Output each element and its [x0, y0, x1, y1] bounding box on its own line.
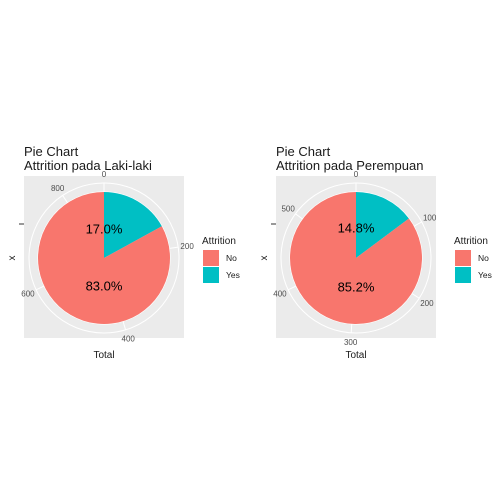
- legend-title: Attrition: [202, 236, 236, 247]
- tick-label: 200: [180, 242, 194, 251]
- legend-title: Attrition: [454, 236, 488, 247]
- tick-label: 200: [420, 299, 434, 308]
- tick-label: 0: [354, 170, 359, 179]
- slice-percent-label: 14.8%: [338, 221, 375, 236]
- legend-label-yes: Yes: [478, 270, 492, 280]
- legend: Attrition No Yes: [202, 236, 240, 283]
- legend-swatch-yes: [455, 267, 471, 283]
- chart-title: Pie Chart: [276, 144, 331, 159]
- chart-perempuan: Pie Chart Attrition pada Perempuan 0 100 2…: [259, 144, 492, 361]
- chart-title: Pie Chart: [24, 144, 79, 159]
- legend-label-no: No: [226, 253, 237, 263]
- chart-subtitle: Attrition pada Perempuan: [276, 158, 423, 173]
- pie-slice-yes: [104, 192, 162, 258]
- chart-subtitle: Attrition pada Laki-laki: [24, 158, 152, 173]
- legend-label-yes: Yes: [226, 270, 240, 280]
- x-axis-title: Total: [93, 350, 114, 361]
- legend-label-no: No: [478, 253, 489, 263]
- legend-swatch-no: [455, 250, 471, 266]
- legend-swatch-no: [203, 250, 219, 266]
- tick-label: 300: [344, 338, 358, 347]
- tick-label: 600: [21, 290, 35, 299]
- tick-label: 100: [423, 214, 437, 223]
- legend-swatch-yes: [203, 267, 219, 283]
- slice-percent-label: 83.0%: [86, 278, 123, 293]
- y-axis-title: x: [7, 256, 18, 261]
- pie-area: 0 100 200 300 400 500 14.8% 85.2%: [273, 170, 437, 347]
- tick-label: 400: [273, 290, 287, 299]
- pie-area: 0 200 400 600 800 17.0% 83.0%: [21, 170, 194, 343]
- tick-label: 400: [122, 334, 136, 343]
- y-axis-title: x: [259, 256, 270, 261]
- tick-label: 0: [102, 170, 107, 179]
- pie-slice-no: [37, 192, 170, 324]
- x-axis-title: Total: [345, 350, 366, 361]
- slice-percent-label: 17.0%: [86, 222, 123, 237]
- tick-label: 500: [281, 204, 295, 213]
- pie-slice-yes: [356, 192, 409, 258]
- legend: Attrition No Yes: [454, 236, 492, 283]
- tick-label: 800: [51, 184, 65, 193]
- pie-slice-no: [290, 192, 423, 325]
- slice-percent-label: 85.2%: [338, 279, 375, 294]
- chart-laki-laki: Pie Chart Attrition pada Laki-laki 0 200 4…: [7, 144, 240, 361]
